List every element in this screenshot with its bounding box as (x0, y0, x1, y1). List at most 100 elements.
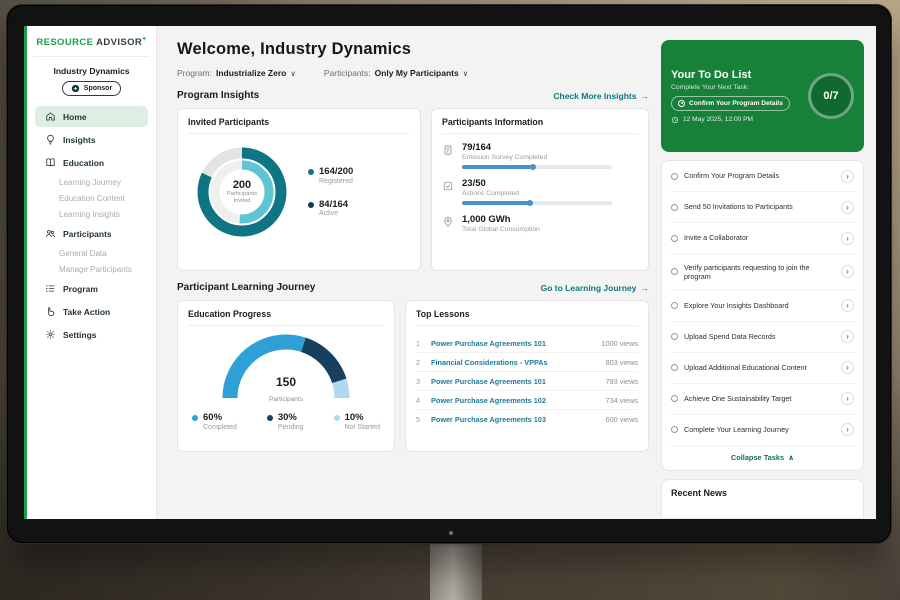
stat-body: 23/50 Actions Completed (462, 178, 612, 206)
sidebar-item-take-action[interactable]: Take Action (35, 301, 148, 322)
chevron-right-icon[interactable]: › (841, 330, 854, 344)
program-label: Program: (177, 68, 212, 78)
sidebar-item-learning-insights[interactable]: Learning Insights (27, 206, 156, 222)
go-to-learning-journey-link[interactable]: Go to Learning Journey → (541, 283, 649, 293)
stat-body: 1,000 GWh Total Global Consumption (462, 214, 540, 237)
sidebar-item-manage-participants[interactable]: Manage Participants (27, 261, 156, 277)
program-value: Industrialize Zero (215, 68, 287, 78)
chevron-right-icon[interactable]: › (841, 392, 854, 406)
lesson-row[interactable]: 1 Power Purchase Agreements 101 1000 views (416, 334, 638, 353)
sidebar-item-label: Education Content (59, 193, 125, 203)
arrow-right-icon: → (640, 282, 650, 293)
program-insights-header: Program Insights Check More Insights → (177, 90, 649, 101)
next-task-datetime: 12 May 2025, 12:00 PM (671, 116, 800, 124)
participants-select[interactable]: Participants: Only My Participants ∨ (324, 68, 468, 78)
check-more-insights-link[interactable]: Check More Insights → (553, 91, 649, 101)
lesson-title-link[interactable]: Power Purchase Agreements 103 (431, 414, 546, 424)
sidebar-item-program[interactable]: Program (35, 278, 148, 299)
legend-label: Not Started (344, 423, 380, 431)
task-item[interactable]: Confirm Your Program Details › (671, 161, 854, 192)
lesson-rank: 1 (416, 338, 421, 348)
sponsor-badge[interactable]: Sponsor (61, 81, 122, 97)
legend-text: 60% Completed (203, 412, 237, 431)
next-task-pill[interactable]: Confirm Your Program Details (671, 95, 790, 111)
sidebar-item-education[interactable]: Education (35, 152, 148, 173)
task-label: Upload Additional Educational Content (684, 363, 807, 373)
card-title: Education Progress (188, 309, 384, 326)
chevron-right-icon[interactable]: › (841, 361, 854, 375)
sidebar-item-general-data[interactable]: General Data (27, 245, 156, 261)
sidebar-item-education-content[interactable]: Education Content (27, 190, 156, 206)
logo-text-secondary: ADVISOR (96, 37, 143, 49)
lesson-title-link[interactable]: Power Purchase Agreements 102 (431, 395, 546, 405)
chevron-right-icon[interactable]: › (841, 200, 854, 214)
gauge-center-label: Participants (269, 396, 303, 403)
legend-text: 164/200 Registered (319, 166, 353, 185)
top-lessons-list: 1 Power Purchase Agreements 101 1000 views… (416, 334, 638, 428)
lesson-row[interactable]: 5 Power Purchase Agreements 103 600 views (416, 410, 638, 428)
org-name: Industry Dynamics (53, 66, 130, 77)
sidebar-item-insights[interactable]: Insights (35, 129, 148, 150)
legend-dot-icon (308, 201, 314, 208)
collapse-label: Collapse Tasks (730, 452, 785, 462)
sidebar-item-learning-journey[interactable]: Learning Journey (27, 174, 156, 190)
task-item[interactable]: Send 50 Invitations to Participants › (671, 192, 854, 223)
lesson-title-link[interactable]: Power Purchase Agreements 101 (431, 376, 546, 386)
task-item[interactable]: Invite a Collaborator › (671, 223, 854, 254)
chevron-right-icon[interactable]: › (841, 423, 854, 437)
lesson-title-link[interactable]: Financial Considerations - VPPAs (431, 357, 548, 367)
sidebar-item-participants[interactable]: Participants (35, 223, 148, 244)
legend-value: 84/164 (319, 198, 349, 210)
task-label: Verify participants requesting to join t… (684, 262, 810, 281)
sidebar-item-label: Settings (63, 329, 97, 340)
lesson-row[interactable]: 4 Power Purchase Agreements 102 734 views (416, 391, 638, 410)
education-progress-card: Education Progress 150 Participants 60% C… (177, 300, 395, 452)
lesson-rank: 2 (416, 357, 421, 367)
progress-fill (462, 200, 533, 206)
participants-stats: 79/164 Emission Survey Completed 23/50 Acti… (442, 142, 638, 237)
legend-dot-icon (192, 415, 198, 421)
chevron-right-icon[interactable]: › (841, 169, 854, 183)
education-legend: 60% Completed 30% Pending 10% Not Started (188, 412, 384, 431)
lesson-views: 600 views (605, 414, 638, 424)
filters-bar: Program: Industrialize Zero ∨ Participan… (177, 68, 649, 78)
logo-plus: + (142, 36, 147, 43)
sidebar: RESOURCE ADVISOR+ Industry Dynamics Spon… (24, 26, 157, 519)
legend-label: Active (319, 210, 339, 218)
participants-icon (45, 228, 56, 239)
sidebar-item-label: Take Action (63, 306, 111, 317)
sidebar-nav: Home Insights Education Learning Journey Edu… (27, 105, 156, 346)
main-content: Welcome, Industry Dynamics Program: Indu… (157, 26, 657, 519)
task-item[interactable]: Complete Your Learning Journey › (671, 415, 854, 446)
task-item[interactable]: Verify participants requesting to join t… (671, 254, 854, 291)
datetime-label: 12 May 2025, 12:00 PM (683, 116, 754, 123)
actions-icon (442, 179, 454, 191)
task-label: Send 50 Invitations to Participants (684, 202, 793, 212)
stat-label: Actions Completed (462, 190, 520, 197)
monitor-stand (340, 538, 572, 600)
sidebar-item-home[interactable]: Home (35, 106, 148, 128)
task-checkbox-icon (671, 234, 678, 242)
collapse-tasks-button[interactable]: Collapse Tasks ∧ (671, 446, 854, 470)
task-item[interactable]: Upload Spend Data Records › (671, 322, 854, 353)
legend-label: Pending (277, 423, 304, 431)
program-select[interactable]: Program: Industrialize Zero ∨ (177, 68, 296, 78)
insights-cards-row: Invited Participants 200 Participants In… (177, 108, 649, 271)
todo-progress-value: 0/7 (823, 90, 839, 102)
chevron-down-icon: ∨ (290, 68, 296, 78)
legend-dot-icon (266, 415, 273, 421)
chevron-right-icon[interactable]: › (841, 299, 854, 313)
chevron-right-icon[interactable]: › (841, 231, 854, 245)
task-item[interactable]: Upload Additional Educational Content › (671, 353, 854, 384)
task-item[interactable]: Explore Your Insights Dashboard › (671, 291, 854, 322)
task-label: Complete Your Learning Journey (684, 425, 789, 435)
task-item[interactable]: Achieve One Sustainability Target › (671, 384, 854, 415)
task-checkbox-icon (671, 395, 678, 403)
lesson-row[interactable]: 2 Financial Considerations - VPPAs 803 vie… (416, 353, 638, 372)
invited-participants-card: Invited Participants 200 Participants In… (177, 108, 421, 271)
sidebar-item-settings[interactable]: Settings (35, 324, 148, 345)
chevron-right-icon[interactable]: › (841, 265, 854, 279)
lesson-row[interactable]: 3 Power Purchase Agreements 101 793 views (416, 372, 638, 391)
lesson-title-link[interactable]: Power Purchase Agreements 101 (431, 338, 546, 348)
sidebar-item-label: Learning Insights (59, 209, 120, 219)
